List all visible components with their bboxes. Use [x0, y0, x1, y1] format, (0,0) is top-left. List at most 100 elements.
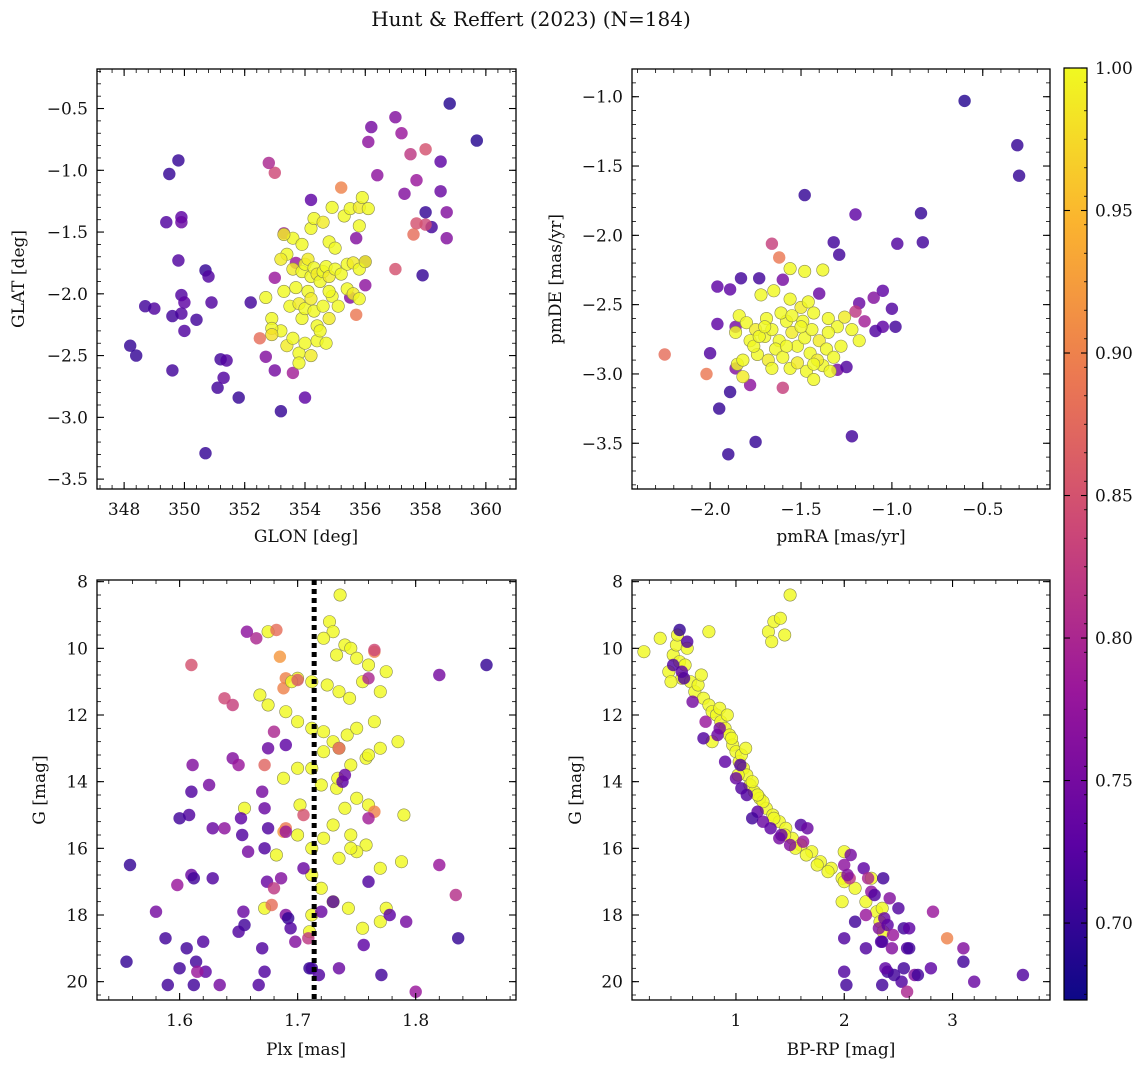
scatter-point	[667, 658, 680, 672]
scatter-point	[295, 237, 309, 251]
scatter-point	[778, 628, 792, 642]
scatter-point	[304, 292, 318, 306]
x-tick-label: 350	[168, 500, 200, 520]
scatter-point	[900, 985, 914, 998]
scatter-point	[267, 725, 281, 738]
scatter-point	[352, 219, 366, 233]
scatter-point	[783, 292, 797, 306]
scatter-point	[237, 905, 250, 918]
scatter-point	[419, 206, 432, 219]
scatter-point	[331, 299, 345, 313]
scatter-point	[139, 300, 152, 313]
scatter-point	[252, 978, 265, 992]
scatter-point	[186, 758, 199, 772]
scatter-point	[725, 731, 739, 745]
scatter-point	[304, 349, 318, 363]
scatter-point	[130, 349, 143, 362]
scatter-point	[433, 668, 446, 682]
scatter-point	[344, 641, 358, 655]
scatter-point	[916, 236, 929, 249]
scatter-point	[801, 295, 815, 309]
scatter-point	[205, 296, 218, 309]
scatter-point	[885, 302, 899, 315]
scatter-point	[332, 685, 346, 699]
scatter-point	[881, 918, 894, 932]
scatter-point	[362, 135, 375, 149]
scatter-point	[256, 785, 269, 798]
scatter-point	[821, 311, 835, 325]
y-tick-label: 8	[612, 573, 623, 593]
scatter-point	[694, 668, 708, 682]
scatter-point	[819, 342, 833, 356]
scatter-point	[292, 356, 306, 370]
scatter-point	[751, 788, 765, 802]
colorbar-tick-label: 1.00	[1095, 59, 1133, 79]
scatter-point	[298, 336, 312, 350]
scatter-point	[849, 305, 862, 318]
scatter-point	[729, 325, 743, 339]
scatter-point	[449, 888, 462, 902]
points-layer	[637, 588, 1030, 998]
scatter-point	[338, 768, 352, 782]
scatter-point	[903, 942, 916, 955]
scatter-point	[258, 802, 271, 815]
scatter-point	[291, 715, 305, 729]
scatter-point	[297, 808, 310, 822]
colorbar-gradient	[1063, 67, 1088, 1001]
plot-frame	[96, 579, 517, 1001]
scatter-point	[373, 685, 387, 699]
scatter-point	[807, 357, 821, 371]
scatter-point	[400, 915, 413, 928]
y-tick-label: 8	[77, 573, 88, 593]
scatter-point	[857, 862, 870, 875]
panel-plx-g: 1.6 1.7 1.8 8 10 12 14 16 18 20 Plx [mas] G [mag]	[30, 573, 517, 1060]
x-tick-label: 354	[289, 500, 321, 520]
scatter-point	[161, 978, 174, 992]
scatter-point	[765, 635, 779, 649]
scatter-point	[315, 905, 328, 918]
scatter-point	[356, 921, 370, 935]
scatter-point	[206, 872, 219, 885]
scatter-point	[783, 838, 797, 852]
scatter-point	[849, 208, 862, 221]
scatter-point	[957, 955, 970, 968]
x-tick-label: 352	[228, 500, 260, 520]
scatter-point	[767, 284, 781, 298]
scatter-point	[416, 269, 429, 282]
scatter-point	[796, 835, 810, 848]
scatter-point	[187, 872, 200, 885]
scatter-point	[317, 631, 331, 645]
scatter-point	[317, 745, 331, 759]
scatter-point	[262, 156, 275, 170]
scatter-point	[892, 902, 905, 915]
scatter-point	[783, 262, 797, 276]
scatter-point	[173, 962, 186, 975]
scatter-point	[291, 761, 305, 775]
scatter-point	[277, 228, 291, 242]
x-tick-label: −1.0	[871, 500, 912, 520]
scatter-point	[774, 306, 788, 320]
scatter-point	[807, 306, 821, 320]
scatter-point	[713, 722, 726, 735]
scatter-point	[261, 742, 275, 755]
scatter-point	[926, 905, 940, 918]
points-layer	[658, 94, 1026, 461]
scatter-point	[664, 675, 678, 689]
x-tick-label: −1.5	[780, 500, 821, 520]
scatter-point	[807, 372, 821, 386]
x-tick-label: 348	[108, 500, 140, 520]
scatter-point	[314, 778, 328, 792]
scatter-point	[344, 841, 358, 855]
scatter-point	[798, 188, 811, 202]
colorbar-ticks: 0.70 0.75 0.80 0.85 0.90 0.95 1.00	[1064, 59, 1133, 995]
y-tick-label: −1.5	[47, 223, 88, 243]
scatter-point	[163, 167, 176, 181]
scatter-point	[304, 193, 318, 207]
scatter-point	[274, 252, 288, 266]
y-axis-label: GLAT [deg]	[9, 230, 29, 328]
scatter-point	[258, 842, 271, 855]
scatter-point	[258, 965, 271, 978]
y-tick-label: 20	[66, 973, 88, 993]
scatter-point	[250, 632, 263, 645]
scatter-point	[332, 962, 346, 975]
